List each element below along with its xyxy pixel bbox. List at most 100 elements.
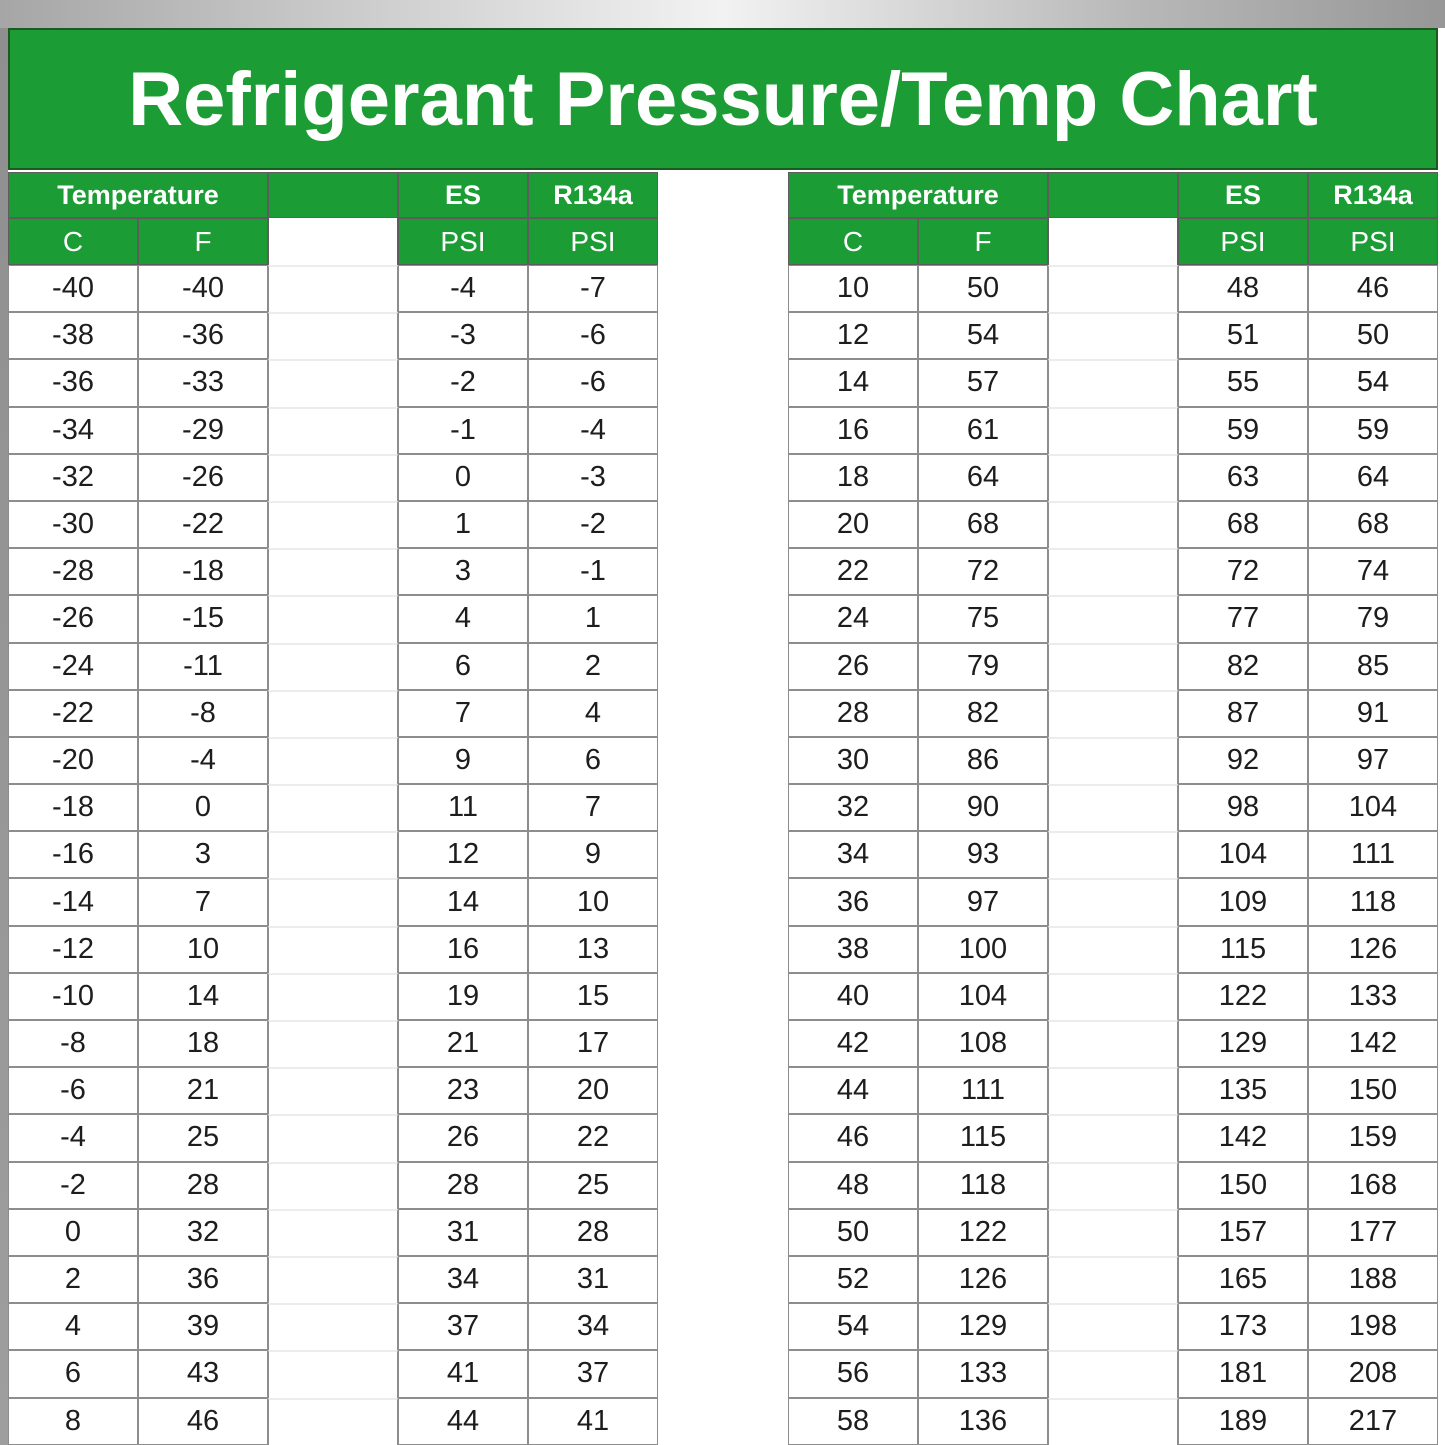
cell-right-r134a-psi: 97: [1308, 736, 1438, 785]
cell-left-es-psi: 7: [398, 689, 528, 737]
cell-right-r134a-psi: 142: [1308, 1020, 1438, 1068]
cell-left-c: -20: [8, 736, 138, 785]
cell-left-r134a-psi: 7: [528, 784, 658, 832]
table-gap: [658, 1067, 788, 1115]
cell-left-f: -8: [138, 689, 268, 737]
table-gap: [658, 831, 788, 879]
cell-right-f: 111: [918, 1067, 1048, 1115]
header-f-right: F: [918, 218, 1048, 265]
cell-right-f: 93: [918, 831, 1048, 879]
row-spacer-right: [1048, 1397, 1178, 1445]
cell-right-r134a-psi: 188: [1308, 1255, 1438, 1304]
cell-left-es-psi: 26: [398, 1114, 528, 1162]
cell-right-r134a-psi: 50: [1308, 312, 1438, 360]
table-gap: [658, 1114, 788, 1162]
cell-left-r134a-psi: 6: [528, 736, 658, 785]
header-r134a-psi-right: PSI: [1308, 218, 1438, 265]
table-gap: [658, 1020, 788, 1068]
row-spacer-left: [268, 642, 398, 690]
cell-left-r134a-psi: 17: [528, 1020, 658, 1068]
cell-left-es-psi: 31: [398, 1208, 528, 1256]
cell-right-r134a-psi: 111: [1308, 831, 1438, 879]
row-spacer-right: [1048, 736, 1178, 785]
cell-right-es-psi: 150: [1178, 1161, 1308, 1209]
cell-right-f: 122: [918, 1208, 1048, 1256]
cell-right-c: 28: [788, 689, 918, 737]
unit-spacer-left: [268, 218, 398, 265]
cell-right-es-psi: 142: [1178, 1114, 1308, 1162]
row-spacer-left: [268, 1255, 398, 1304]
row-spacer-left: [268, 406, 398, 454]
cell-left-c: -24: [8, 642, 138, 690]
cell-right-c: 52: [788, 1255, 918, 1304]
row-spacer-right: [1048, 1350, 1178, 1398]
cell-left-r134a-psi: 34: [528, 1303, 658, 1351]
row-spacer-left: [268, 1067, 398, 1115]
cell-right-es-psi: 92: [1178, 736, 1308, 785]
cell-right-c: 10: [788, 265, 918, 313]
cell-right-es-psi: 181: [1178, 1350, 1308, 1398]
cell-right-f: 64: [918, 453, 1048, 501]
cell-left-c: 6: [8, 1350, 138, 1398]
cell-right-c: 22: [788, 548, 918, 596]
header-spacer-left: [268, 172, 398, 218]
cell-left-r134a-psi: 13: [528, 925, 658, 973]
cell-left-es-psi: 9: [398, 736, 528, 785]
header-spacer-right: [1048, 172, 1178, 218]
cell-left-r134a-psi: 4: [528, 689, 658, 737]
cell-left-r134a-psi: -7: [528, 265, 658, 313]
row-spacer-right: [1048, 1255, 1178, 1304]
cell-left-c: 4: [8, 1303, 138, 1351]
cell-right-c: 34: [788, 831, 918, 879]
cell-right-es-psi: 109: [1178, 878, 1308, 926]
header-es-psi-left: PSI: [398, 218, 528, 265]
cell-right-es-psi: 135: [1178, 1067, 1308, 1115]
row-spacer-right: [1048, 1114, 1178, 1162]
header-temperature-left: Temperature: [8, 172, 268, 218]
cell-left-f: 21: [138, 1067, 268, 1115]
cell-left-r134a-psi: 2: [528, 642, 658, 690]
row-spacer-right: [1048, 784, 1178, 832]
cell-left-f: 32: [138, 1208, 268, 1256]
cell-right-r134a-psi: 150: [1308, 1067, 1438, 1115]
cell-left-es-psi: -2: [398, 359, 528, 407]
table-gap: [658, 972, 788, 1020]
cell-right-f: 90: [918, 784, 1048, 832]
cell-left-es-psi: 28: [398, 1161, 528, 1209]
row-spacer-left: [268, 1020, 398, 1068]
cell-left-r134a-psi: -2: [528, 500, 658, 549]
row-spacer-left: [268, 925, 398, 973]
header-r134a-right: R134a: [1308, 172, 1438, 218]
cell-right-f: 126: [918, 1255, 1048, 1304]
cell-right-r134a-psi: 68: [1308, 500, 1438, 549]
row-spacer-right: [1048, 972, 1178, 1020]
cell-left-f: 46: [138, 1397, 268, 1445]
cell-left-f: 28: [138, 1161, 268, 1209]
cell-left-r134a-psi: 9: [528, 831, 658, 879]
table-gap: [658, 1397, 788, 1445]
cell-left-f: 7: [138, 878, 268, 926]
cell-right-f: 100: [918, 925, 1048, 973]
cell-left-c: -40: [8, 265, 138, 313]
cell-left-f: 39: [138, 1303, 268, 1351]
cell-right-es-psi: 115: [1178, 925, 1308, 973]
cell-right-r134a-psi: 79: [1308, 595, 1438, 643]
cell-right-f: 118: [918, 1161, 1048, 1209]
cell-right-r134a-psi: 91: [1308, 689, 1438, 737]
table-gap: [658, 736, 788, 785]
cell-right-c: 48: [788, 1161, 918, 1209]
cell-right-c: 26: [788, 642, 918, 690]
cell-right-r134a-psi: 126: [1308, 925, 1438, 973]
row-spacer-right: [1048, 1208, 1178, 1256]
cell-right-f: 79: [918, 642, 1048, 690]
cell-left-c: -28: [8, 548, 138, 596]
cell-left-es-psi: 41: [398, 1350, 528, 1398]
cell-left-es-psi: -1: [398, 406, 528, 454]
row-spacer-right: [1048, 1161, 1178, 1209]
table-gap: [658, 453, 788, 501]
cell-left-f: -36: [138, 312, 268, 360]
row-spacer-left: [268, 878, 398, 926]
row-spacer-left: [268, 265, 398, 313]
cell-left-r134a-psi: 41: [528, 1397, 658, 1445]
cell-left-c: -4: [8, 1114, 138, 1162]
